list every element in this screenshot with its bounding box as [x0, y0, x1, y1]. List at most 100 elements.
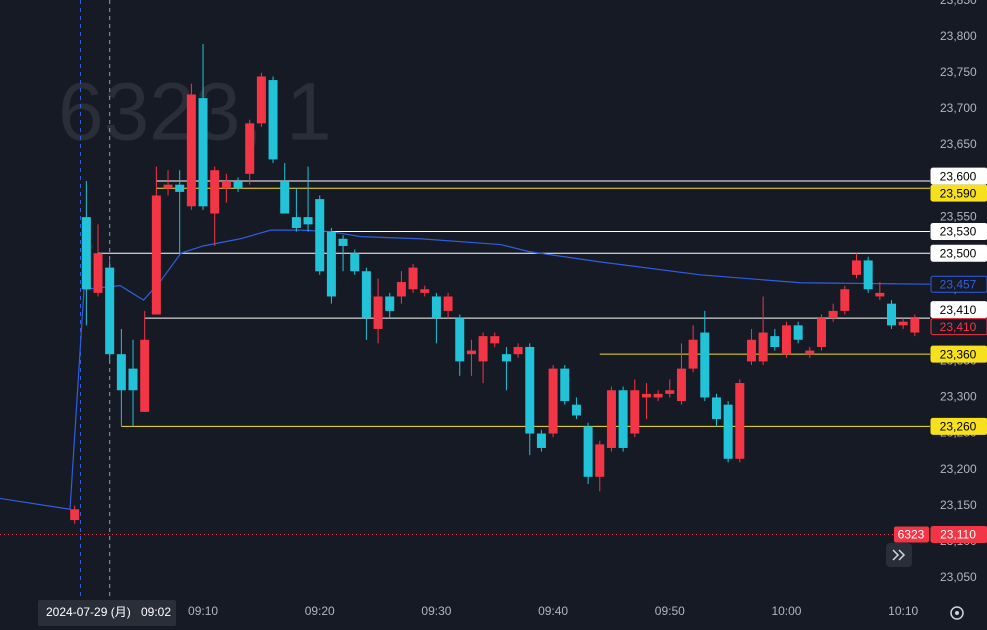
- candle-body: [688, 339, 698, 369]
- candle-body: [875, 292, 885, 297]
- candle-body: [198, 98, 208, 207]
- candle-body: [338, 238, 348, 246]
- candle-body: [268, 80, 278, 160]
- candle-body: [373, 296, 383, 329]
- candle-body: [630, 390, 640, 434]
- price-label-box: [930, 526, 987, 544]
- price-label-box: [930, 244, 987, 262]
- price-label-box: [930, 301, 987, 319]
- candle-body: [256, 76, 266, 124]
- scroll-icon: [892, 549, 906, 561]
- candle-body: [665, 390, 675, 394]
- x-tick-label: 09:20: [305, 604, 335, 618]
- candle-body: [700, 332, 710, 398]
- candle-body: [350, 253, 360, 272]
- price-label-box: [930, 167, 987, 185]
- candle-body: [490, 336, 500, 344]
- x-tick-label: 09:50: [655, 604, 685, 618]
- candle-body: [93, 253, 103, 293]
- scroll-button[interactable]: [886, 543, 912, 567]
- candle-body: [245, 123, 255, 174]
- settings-icon-center: [955, 611, 959, 615]
- price-label: 23,410: [940, 320, 977, 334]
- price-label: 23,410: [940, 303, 977, 317]
- candle-body: [548, 368, 558, 434]
- candle-body: [466, 350, 476, 355]
- candle-body: [840, 289, 850, 311]
- crosshair-label-box: [38, 600, 176, 626]
- candle-body: [116, 354, 126, 391]
- y-tick-label: 23,050: [940, 570, 977, 584]
- candle-body: [910, 318, 920, 333]
- y-tick-label: 23,550: [940, 209, 977, 223]
- candle-body: [793, 325, 803, 340]
- candle-body: [280, 181, 290, 214]
- candle-body: [886, 303, 896, 326]
- symbol-tag: 6323: [898, 528, 925, 542]
- price-label: 23,530: [940, 225, 977, 239]
- price-label-box: [930, 184, 987, 202]
- y-tick-label: 23,650: [940, 137, 977, 151]
- candle-body: [478, 336, 488, 362]
- candle-body: [443, 296, 453, 311]
- candle-body: [676, 368, 686, 402]
- price-label: 23,457: [940, 277, 977, 291]
- candle-body: [408, 267, 418, 290]
- settings-button[interactable]: [950, 606, 964, 620]
- candle-body: [326, 231, 336, 297]
- candle-body: [81, 217, 91, 290]
- candle-body: [151, 195, 161, 315]
- candle-body: [781, 325, 791, 355]
- settings-icon[interactable]: [950, 606, 964, 620]
- candle-body: [606, 390, 616, 448]
- candle-body: [595, 444, 605, 477]
- price-axis: 23,05023,10023,15023,20023,25023,30023,3…: [930, 0, 987, 584]
- candle-body: [560, 368, 570, 402]
- candle-body: [210, 170, 220, 214]
- candle-body: [898, 321, 908, 326]
- candle-body: [455, 318, 465, 362]
- candle-body: [70, 509, 80, 521]
- crosshair-time: 09:02: [141, 605, 171, 619]
- candle-body: [758, 332, 768, 362]
- y-tick-label: 23,700: [940, 101, 977, 115]
- candle-body: [583, 426, 593, 477]
- y-tick-label: 23,800: [940, 29, 977, 43]
- plot-area: [0, 0, 930, 598]
- candle-body: [233, 181, 243, 189]
- candle-body: [770, 336, 780, 347]
- candle-body: [385, 296, 395, 311]
- candle-body: [641, 393, 651, 398]
- candle-body: [805, 350, 815, 355]
- price-label-box: [930, 223, 987, 241]
- x-tick-label: 10:10: [888, 604, 918, 618]
- candle-body: [186, 94, 196, 207]
- candle-body: [851, 260, 861, 275]
- candle-body: [221, 181, 231, 189]
- price-label-box: [930, 318, 987, 336]
- candle-body: [828, 310, 838, 319]
- price-label-box: [930, 417, 987, 435]
- candle-body: [396, 282, 406, 297]
- price-label-box: [930, 275, 987, 293]
- candle-body: [501, 354, 511, 362]
- candle-body: [420, 289, 430, 293]
- x-tick-label: 09:40: [538, 604, 568, 618]
- candle-body: [361, 271, 371, 319]
- candle-body: [723, 404, 733, 459]
- candle-body: [618, 390, 628, 448]
- price-label: 23,500: [940, 246, 977, 260]
- candle-body: [163, 184, 173, 189]
- candle-body: [536, 433, 546, 448]
- candle-body: [735, 383, 745, 459]
- price-label: 23,600: [940, 169, 977, 183]
- price-label-box: [930, 345, 987, 363]
- y-tick-label: 23,750: [940, 65, 977, 79]
- y-tick-label: 23,150: [940, 498, 977, 512]
- candle-body: [175, 184, 185, 192]
- crosshair-date: 2024-07-29 (月): [46, 605, 131, 619]
- candle-body: [746, 339, 756, 362]
